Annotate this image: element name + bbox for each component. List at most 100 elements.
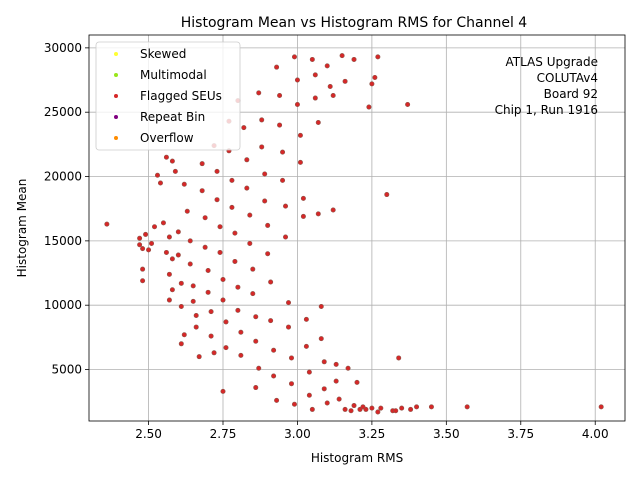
data-point bbox=[193, 312, 199, 318]
data-point bbox=[333, 361, 339, 367]
data-point bbox=[238, 352, 244, 358]
data-point bbox=[354, 379, 360, 385]
data-point bbox=[339, 53, 345, 59]
data-point bbox=[309, 56, 315, 62]
x-tick-label: 2.50 bbox=[135, 427, 162, 441]
data-point bbox=[146, 247, 152, 253]
data-point bbox=[166, 234, 172, 240]
data-point bbox=[250, 291, 256, 297]
data-point bbox=[306, 369, 312, 375]
data-point bbox=[229, 204, 235, 210]
x-tick-label: 3.50 bbox=[433, 427, 460, 441]
data-point bbox=[104, 221, 110, 227]
data-point bbox=[348, 408, 354, 414]
data-point bbox=[214, 197, 220, 203]
data-point bbox=[160, 220, 166, 226]
legend: Skewed Multimodal Flagged SEUs Repeat Bin Ov… bbox=[95, 41, 241, 151]
data-point bbox=[137, 235, 143, 241]
annotation-line: Chip 1, Run 1916 bbox=[495, 103, 598, 117]
y-axis-title: Histogram Mean bbox=[15, 179, 29, 278]
data-point bbox=[274, 64, 280, 70]
data-point bbox=[297, 159, 303, 165]
data-point bbox=[169, 158, 175, 164]
data-point bbox=[202, 215, 208, 221]
data-point bbox=[384, 192, 390, 198]
data-point bbox=[598, 404, 604, 410]
data-point bbox=[372, 74, 378, 80]
data-point bbox=[366, 104, 372, 110]
data-point bbox=[342, 78, 348, 84]
annotation-line: Board 92 bbox=[544, 87, 598, 101]
annotation-block: ATLAS Upgrade COLUTAv4 Board 92 Chip 1, Run… bbox=[495, 55, 598, 117]
data-point bbox=[253, 314, 259, 320]
data-point bbox=[375, 409, 381, 415]
data-point bbox=[363, 406, 369, 412]
legend-label: Repeat Bin bbox=[140, 110, 205, 124]
data-point bbox=[175, 229, 181, 235]
y-tick-label: 20000 bbox=[44, 170, 82, 184]
data-point bbox=[220, 276, 226, 282]
data-point bbox=[238, 329, 244, 335]
data-point bbox=[208, 333, 214, 339]
data-point bbox=[244, 185, 250, 191]
data-point bbox=[268, 318, 274, 324]
data-point bbox=[253, 385, 259, 391]
data-point bbox=[149, 240, 155, 246]
data-point bbox=[202, 244, 208, 250]
data-point bbox=[178, 303, 184, 309]
data-point bbox=[184, 208, 190, 214]
data-point bbox=[312, 72, 318, 78]
data-point bbox=[140, 246, 146, 252]
data-point bbox=[244, 157, 250, 163]
data-point bbox=[247, 240, 253, 246]
data-point bbox=[318, 336, 324, 342]
data-point bbox=[312, 95, 318, 101]
data-point bbox=[327, 83, 333, 89]
data-point bbox=[265, 251, 271, 257]
data-point bbox=[232, 258, 238, 264]
data-point bbox=[163, 154, 169, 160]
x-axis-title: Histogram RMS bbox=[311, 451, 403, 465]
data-point bbox=[300, 213, 306, 219]
data-point bbox=[351, 56, 357, 62]
data-point bbox=[333, 378, 339, 384]
data-point bbox=[324, 63, 330, 69]
x-tick-label: 2.75 bbox=[210, 427, 237, 441]
data-point bbox=[268, 279, 274, 285]
data-point bbox=[169, 287, 175, 293]
annotation-line: ATLAS Upgrade bbox=[505, 55, 598, 69]
data-point bbox=[375, 54, 381, 60]
data-point bbox=[181, 332, 187, 338]
data-point bbox=[229, 177, 235, 183]
data-point bbox=[140, 266, 146, 272]
data-point bbox=[399, 405, 405, 411]
data-point bbox=[280, 177, 286, 183]
data-point bbox=[303, 316, 309, 322]
legend-label: Overflow bbox=[140, 131, 194, 145]
data-point bbox=[190, 298, 196, 304]
data-point bbox=[220, 297, 226, 303]
data-point bbox=[291, 54, 297, 60]
legend-marker bbox=[114, 115, 118, 119]
data-point bbox=[393, 408, 399, 414]
data-point bbox=[137, 242, 143, 248]
data-point bbox=[262, 198, 268, 204]
data-point bbox=[274, 397, 280, 403]
data-point bbox=[283, 203, 289, 209]
y-tick-label: 5000 bbox=[51, 363, 82, 377]
data-point bbox=[271, 373, 277, 379]
data-point bbox=[369, 405, 375, 411]
legend-label: Flagged SEUs bbox=[140, 89, 222, 103]
data-point bbox=[369, 81, 375, 87]
data-point bbox=[283, 234, 289, 240]
data-point bbox=[217, 224, 223, 230]
data-point bbox=[199, 161, 205, 167]
data-point bbox=[140, 278, 146, 284]
data-point bbox=[143, 231, 149, 237]
data-point bbox=[169, 256, 175, 262]
data-point bbox=[265, 222, 271, 228]
data-point bbox=[297, 132, 303, 138]
data-point bbox=[288, 381, 294, 387]
data-point bbox=[199, 188, 205, 194]
